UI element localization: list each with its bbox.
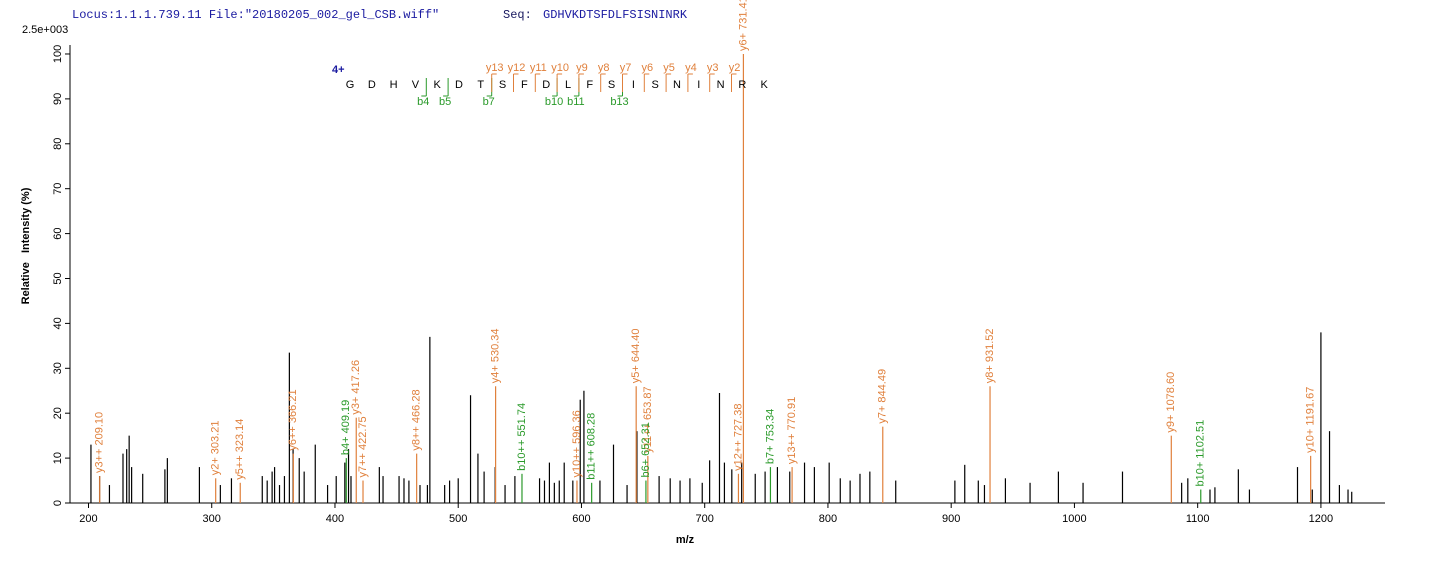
peak-label: y6+ 731.41 [737,0,749,51]
sequence-letter: K [761,79,769,91]
y-tick-label: 70 [52,183,64,195]
y-tick-label: 90 [52,93,64,105]
peak-label: b7+ 753.34 [764,409,776,464]
y-tick-label: 40 [52,317,64,329]
fragment-label: y13 [486,62,504,74]
sequence-letter: L [565,79,571,91]
peak-label: b10++ 551.74 [516,403,528,471]
fragment-label: y4 [685,62,697,74]
x-tick-label: 300 [203,513,221,525]
chart-title: Locus:1.1.1.739.11 File:"20180205_002_ge… [72,8,439,22]
sequence-letter: I [632,79,635,91]
y-tick-label: 100 [52,45,64,63]
fragment-label: y8 [598,62,610,74]
peak-label: b6+ 652.31 [640,422,652,477]
peak-label: y7++ 422.75 [357,416,369,477]
peak-label: y13++ 770.91 [786,397,798,464]
peak-label: y10+ 1191.67 [1305,387,1317,453]
peak-label: y7+ 844.49 [877,369,889,424]
sequence-letter: I [697,79,700,91]
fragment-label: y3 [707,62,719,74]
peak-label: y4+ 530.34 [490,329,502,384]
fragment-label: b10 [545,96,563,108]
peak-label: b4+ 409.19 [340,400,352,455]
sequence-letter: D [368,79,376,91]
peak-label: y10++ 596.36 [571,410,583,477]
fragment-label: y2 [729,62,741,74]
y-tick-label: 0 [52,500,64,506]
peak-label: y3+ 417.26 [350,360,362,415]
sequence-letter: F [586,79,593,91]
sequence-letter: K [434,79,442,91]
fragment-label: y9 [576,62,588,74]
sequence-letter: T [477,79,484,91]
fragment-label: y7 [620,62,632,74]
sequence-letter: R [738,79,746,91]
peak-label: y3++ 209.10 [94,412,106,473]
sequence-letter: S [608,79,615,91]
x-tick-label: 1200 [1309,513,1333,525]
peak-label: b11++ 608.28 [586,413,598,480]
y-tick-label: 80 [52,138,64,150]
fragment-label: b13 [610,96,628,108]
sequence-letter: N [717,79,725,91]
x-tick-label: 1100 [1186,513,1210,525]
peak-label: y2+ 303.21 [210,421,222,476]
x-tick-label: 200 [79,513,97,525]
fragment-label: y11 [530,62,547,74]
fragment-label: b11 [567,96,585,108]
y-tick-label: 30 [52,362,64,374]
sequence-letter: D [542,79,550,91]
fragment-label: y6 [641,62,653,74]
peak-label: y12++ 727.38 [732,404,744,471]
y-tick-label: 60 [52,227,64,239]
sequence: GDHVKDTSFDLFSISNINRK [543,8,688,22]
x-tick-label: 700 [696,513,714,525]
peak-label: y8++ 466.28 [411,389,423,450]
fragment-label: y5 [663,62,675,74]
x-tick-label: 400 [326,513,344,525]
sequence-letter: F [521,79,528,91]
y-tick-label: 20 [52,407,64,419]
sequence-letter: S [652,79,659,91]
sequence-letter: H [390,79,398,91]
fragment-label: y12 [508,62,526,74]
x-tick-label: 600 [572,513,590,525]
sequence-letter: N [673,79,681,91]
peak-label: y6++ 366.21 [287,389,299,450]
sequence-letter: D [455,79,463,91]
peak-label: b10+ 1102.51 [1195,420,1207,487]
seq-label: Seq: [503,8,532,22]
fragment-label: y10 [551,62,569,74]
peak-label: y11++ 653.87 [642,386,654,452]
x-tick-label: 500 [449,513,467,525]
x-tick-label: 800 [819,513,837,525]
scale-label: 2.5e+003 [22,24,68,36]
peak-label: y5+ 644.40 [630,329,642,384]
peak-label: y5++ 323.14 [234,419,246,480]
peak-label: y9+ 1078.60 [1165,372,1177,433]
peak-label: y8+ 931.52 [984,329,996,384]
x-tick-label: 900 [942,513,960,525]
y-tick-label: 50 [52,272,64,284]
y-tick-label: 10 [52,452,64,464]
fragment-label: b4 [417,96,429,108]
y-axis-label: Relative Intensity (%) [20,187,32,304]
sequence-letter: G [346,79,355,91]
x-tick-label: 1000 [1062,513,1086,525]
sequence-letter: V [412,79,420,91]
charge: 4+ [332,64,345,76]
fragment-label: b7 [483,96,495,108]
fragment-label: b5 [439,96,451,108]
x-axis-label: m/z [676,534,695,546]
sequence-letter: S [499,79,506,91]
